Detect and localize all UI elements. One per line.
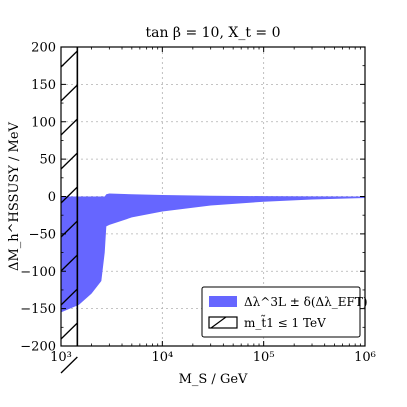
hatch-line (60, 322, 78, 340)
y-tick-label: 50 (39, 153, 56, 168)
x-tick-label: 10³ (50, 350, 72, 365)
y-tick-label: −150 (20, 302, 56, 317)
legend-label-band: Δλ^3L ± δ(Δλ_EFT) (244, 295, 368, 309)
y-tick-label: 200 (31, 41, 56, 56)
axes-frame (60, 46, 366, 347)
y-tick-label: 150 (31, 78, 56, 93)
legend-box (201, 286, 361, 338)
hatch-line (60, 356, 78, 374)
legend-swatch-band (209, 296, 237, 307)
hatch-line (60, 84, 78, 102)
y-tick-label: 100 (31, 115, 56, 130)
y-tick-label: −50 (29, 227, 56, 242)
hatch-line (60, 50, 78, 68)
x-tick-label: 10⁴ (151, 350, 173, 365)
uncertainty-band (61, 193, 365, 313)
x-tick-label: 10⁶ (354, 350, 376, 365)
legend-swatch-excluded (208, 316, 238, 329)
legend-label-excluded: m_t̃1 ≤ 1 TeV (244, 314, 326, 330)
x-tick-label: 10⁵ (253, 350, 275, 365)
hatch-line (60, 118, 78, 136)
y-axis-label: ΔM_h^HSSUSY / MeV (7, 121, 22, 270)
chart-title: tan β = 10, X_t = 0 (145, 25, 280, 41)
hatch-line (60, 254, 78, 272)
y-tick-label: −200 (20, 340, 56, 355)
legend-swatch-excluded-box (208, 316, 238, 329)
hatch-line (60, 152, 78, 170)
y-tick-label: −100 (20, 265, 56, 280)
y-tick-label: 0 (48, 190, 56, 205)
hatch-line (60, 186, 78, 204)
legend: Δλ^3L ± δ(Δλ_EFT) m_t̃1 ≤ 1 TeV (201, 286, 368, 338)
legend-swatch-excluded-hatch (210, 316, 227, 329)
tick-labels: 10³ 10⁴ 10⁵ 10⁶ 200 150 100 50 0 −50 −100 −150 −200 (20, 41, 376, 366)
hatch-line (60, 288, 78, 306)
x-axis-label: M_S / GeV (179, 372, 248, 387)
